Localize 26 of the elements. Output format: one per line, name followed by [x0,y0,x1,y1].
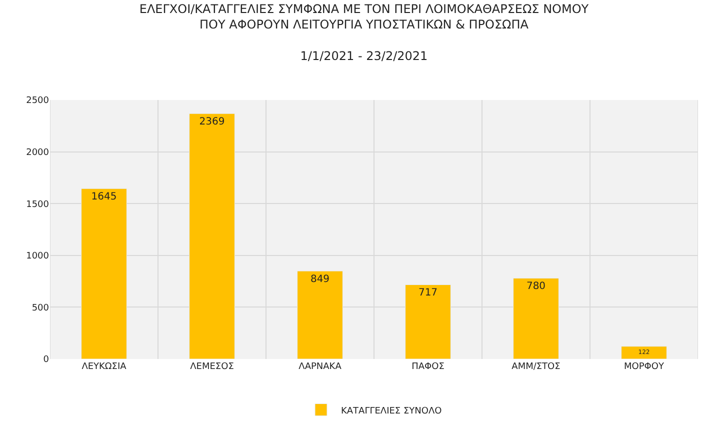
data-label: 1645 [91,192,117,203]
bar [621,346,667,359]
legend-label: ΚΑΤΑΓΓΕΛΙΕΣ ΣΥΝΟΛΟ [341,406,442,416]
bar [513,278,559,359]
x-tick-label: ΠΑΦΟΣ [412,362,445,372]
data-label: 2369 [199,116,225,128]
data-label: 780 [526,281,546,292]
bar [297,270,343,359]
y-tick-label: 1500 [26,200,50,210]
y-tick-label: 0 [43,355,50,366]
y-tick-label: 1000 [26,252,50,262]
x-tick-label: ΛΕΜΕΣΟΣ [190,362,234,372]
x-tick-label: ΛΑΡΝΑΚΑ [298,362,342,372]
x-tick-label: ΑΜΜ/ΣΤΟΣ [512,362,561,372]
chart-subtitle: 1/1/2021 - 23/2/2021 [300,48,428,63]
x-tick-label: ΛΕΥΚΩΣΙΑ [82,362,128,372]
chart-title: ΕΛΕΓΧΟΙ/ΚΑΤΑΓΓΕΛΙΕΣ ΣΥΜΦΩΝΑ ΜΕ ΤΟΝ ΠΕΡΙ ΛΟΙΜΟΚΑΘΑΡΣΕΩΣ ΝΟΜΟΥ ΠΟΥ ΑΦΟΡΟΥΝ ΛΕΙΤΟΥΡΓΙΑ ΥΠΟΣΤΑΤΙΚΩΝ & ΠΡΟΣΩΠΑ [139,2,590,32]
data-label: 717 [418,288,438,299]
y-tick-label: 500 [32,303,50,314]
y-tick-label: 2000 [26,148,50,158]
bar [81,188,127,359]
data-label: 849 [310,274,330,286]
bar [189,113,235,359]
y-tick-label: 2500 [26,96,50,106]
x-tick-label: ΜΟΡΦΟΥ [624,362,664,372]
bar [405,284,451,359]
